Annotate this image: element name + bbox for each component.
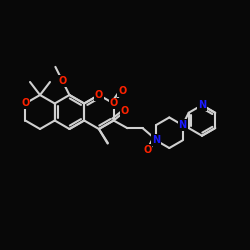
Text: O: O — [95, 90, 103, 100]
Text: O: O — [110, 98, 118, 108]
Text: N: N — [152, 136, 160, 145]
Text: O: O — [118, 86, 126, 96]
Text: N: N — [198, 100, 206, 110]
Text: O: O — [143, 144, 152, 154]
Text: O: O — [21, 98, 29, 108]
Text: N: N — [178, 120, 186, 130]
Text: O: O — [121, 106, 129, 117]
Text: O: O — [58, 76, 66, 86]
